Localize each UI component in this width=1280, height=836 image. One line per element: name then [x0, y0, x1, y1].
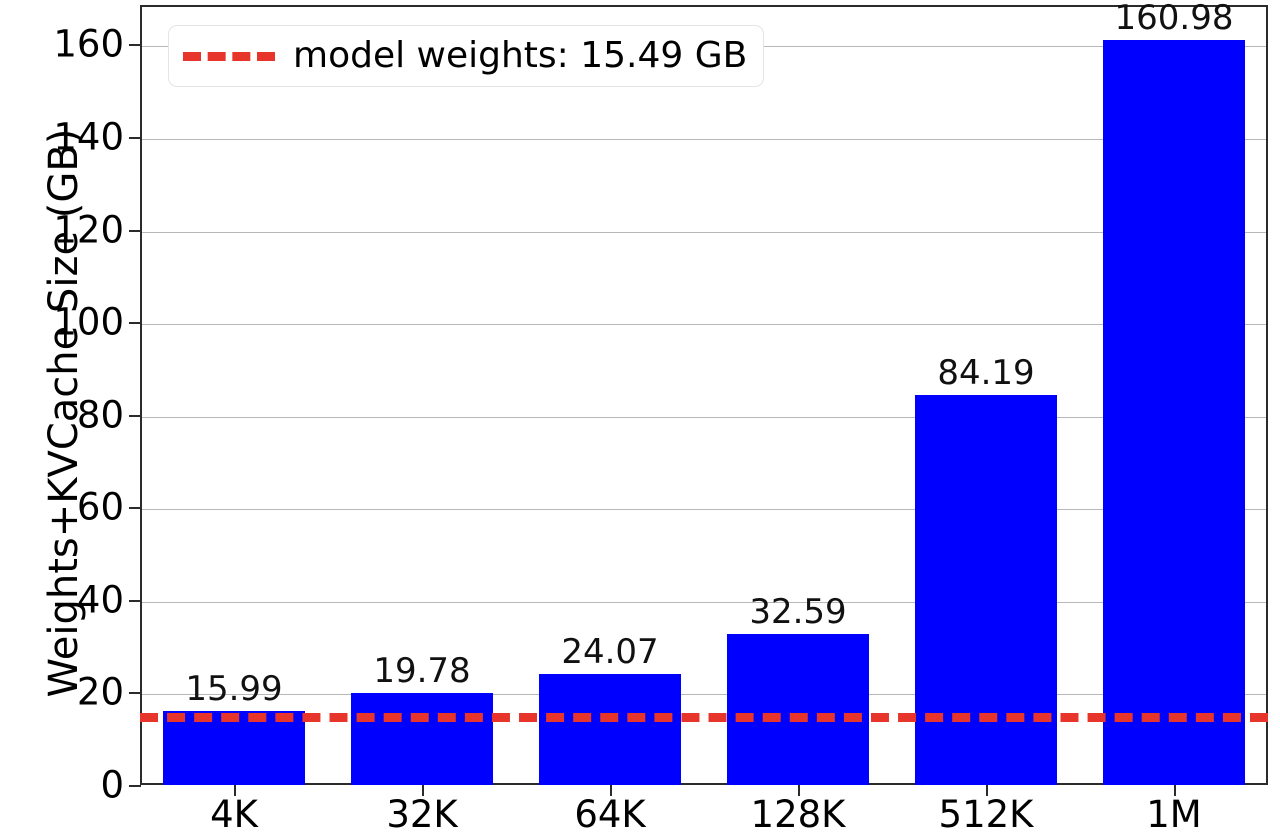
gridline [142, 231, 1266, 233]
bar [1102, 39, 1246, 785]
gridline [142, 138, 1266, 140]
y-tick-mark [129, 507, 141, 510]
y-tick-mark [129, 229, 141, 232]
bar-value-label: 19.78 [373, 651, 471, 692]
y-tick-label: 100 [53, 300, 124, 344]
gridline [142, 324, 1266, 326]
y-tick-label: 80 [76, 393, 124, 437]
bar [538, 673, 682, 785]
gridline [142, 416, 1266, 418]
gridline [142, 694, 1266, 696]
x-tick-label: 4K [210, 793, 258, 836]
x-tick-label: 1M [1146, 793, 1202, 836]
bar-value-label: 84.19 [937, 353, 1035, 394]
x-tick-label: 512K [938, 793, 1034, 836]
chart-legend: model weights: 15.49 GB [168, 25, 765, 87]
x-tick-label: 128K [750, 793, 846, 836]
bar [914, 395, 1058, 785]
model-weights-threshold-line [140, 713, 1268, 723]
bar-value-label: 160.98 [1114, 0, 1234, 38]
x-tick-label: 64K [574, 793, 646, 836]
y-tick-label: 140 [53, 115, 124, 159]
y-tick-mark [129, 136, 141, 139]
bar [162, 710, 306, 785]
y-tick-mark [129, 785, 141, 787]
legend-label: model weights: 15.49 GB [293, 35, 748, 76]
y-tick-mark [129, 44, 141, 47]
legend-dashed-line-icon [183, 51, 275, 61]
y-tick-label: 60 [76, 485, 124, 529]
y-tick-label: 20 [76, 670, 124, 714]
x-tick-mark [798, 785, 800, 796]
y-tick-label: 120 [53, 208, 124, 251]
x-tick-mark [1174, 785, 1176, 796]
bar-value-label: 24.07 [561, 631, 659, 672]
y-tick-mark [129, 322, 141, 325]
x-tick-mark [234, 785, 236, 796]
bar-value-label: 15.99 [185, 668, 283, 709]
bar [350, 693, 494, 785]
gridline [142, 509, 1266, 511]
x-tick-mark [422, 785, 424, 796]
bar [726, 634, 870, 785]
y-tick-mark [129, 414, 141, 417]
x-tick-mark [986, 785, 988, 796]
bar-value-label: 32.59 [749, 592, 847, 633]
y-axis-label: Weights+KVCache Size (GB) [41, 128, 87, 698]
y-tick-mark [129, 599, 141, 602]
y-tick-label: 0 [100, 763, 124, 807]
x-tick-label: 32K [386, 793, 458, 836]
x-tick-mark [610, 785, 612, 796]
plot-area [140, 5, 1268, 785]
y-tick-label: 40 [76, 578, 124, 622]
y-tick-mark [129, 692, 141, 695]
y-tick-label: 160 [53, 22, 124, 66]
gridline [142, 601, 1266, 603]
